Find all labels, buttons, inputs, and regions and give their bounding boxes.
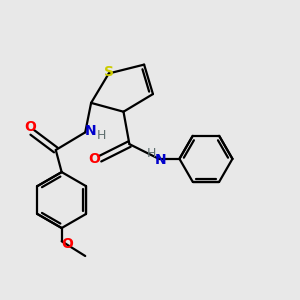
Text: H: H [147, 147, 156, 160]
Text: S: S [104, 65, 114, 79]
Text: O: O [89, 152, 100, 166]
Text: O: O [24, 120, 36, 134]
Text: N: N [85, 124, 96, 138]
Text: O: O [61, 237, 73, 250]
Text: H: H [97, 129, 106, 142]
Text: N: N [154, 153, 166, 167]
